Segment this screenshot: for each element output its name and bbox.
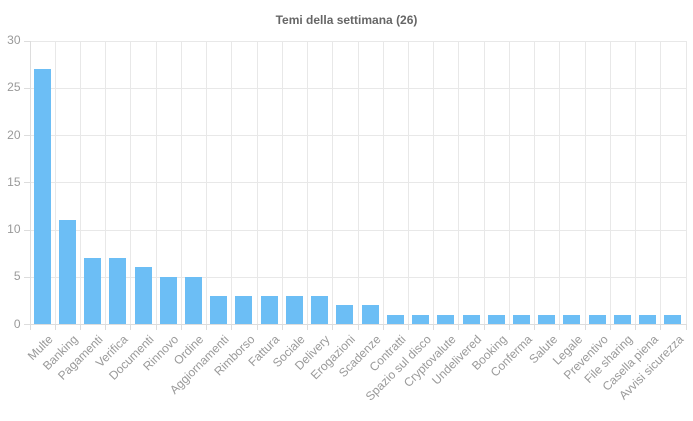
x-axis-tick <box>256 324 258 330</box>
x-axis-tick <box>508 324 510 330</box>
x-gridline <box>79 40 81 324</box>
bar-aggiornamenti[interactable] <box>210 295 228 324</box>
bar-casella-piena[interactable] <box>639 314 657 324</box>
bar-delivery[interactable] <box>311 295 329 324</box>
x-axis-tick <box>206 324 208 330</box>
bar-pagamenti[interactable] <box>84 257 102 324</box>
x-axis-tick <box>130 324 132 330</box>
x-gridline <box>180 40 182 324</box>
x-axis-tick <box>635 324 637 330</box>
x-gridline <box>433 40 435 324</box>
bar-booking[interactable] <box>487 314 505 324</box>
y-axis-tick <box>23 276 30 278</box>
x-axis-tick <box>29 324 31 330</box>
bar-undelivered[interactable] <box>462 314 480 324</box>
x-axis-tick <box>407 324 409 330</box>
x-axis-tick <box>105 324 107 330</box>
x-gridline <box>458 40 460 324</box>
x-gridline <box>382 40 384 324</box>
x-axis-tick <box>433 324 435 330</box>
x-gridline <box>685 40 687 324</box>
y-tick-label: 0 <box>13 316 21 331</box>
bar-preventivo[interactable] <box>588 314 606 324</box>
x-gridline <box>256 40 258 324</box>
x-gridline <box>508 40 510 324</box>
bar-erogazioni[interactable] <box>336 305 354 324</box>
y-tick-label: 25 <box>7 80 21 95</box>
x-gridline <box>155 40 157 324</box>
bar-scadenze[interactable] <box>361 305 379 324</box>
x-axis-tick <box>483 324 485 330</box>
bar-cryptovalute[interactable] <box>437 314 455 324</box>
y-tick-label: 15 <box>7 174 21 189</box>
x-gridline <box>483 40 485 324</box>
x-axis-tick <box>79 324 81 330</box>
y-tick-label: 10 <box>7 222 21 236</box>
x-gridline <box>231 40 233 324</box>
x-gridline <box>105 40 107 324</box>
x-axis-tick <box>180 324 182 330</box>
x-axis-tick <box>660 324 662 330</box>
x-gridline <box>130 40 132 324</box>
y-axis-tick <box>23 87 30 89</box>
bar-salute[interactable] <box>538 314 556 324</box>
bar-legale[interactable] <box>563 314 581 324</box>
x-axis-tick <box>231 324 233 330</box>
y-axis-tick <box>23 229 30 231</box>
bar-fattura[interactable] <box>260 295 278 324</box>
x-axis-tick <box>382 324 384 330</box>
x-axis-tick <box>534 324 536 330</box>
x-gridline <box>559 40 561 324</box>
bar-spazio-sul-disco[interactable] <box>412 314 430 324</box>
x-gridline <box>534 40 536 324</box>
bar-verifica[interactable] <box>109 257 127 324</box>
x-axis-tick <box>54 324 56 330</box>
bar-ordine[interactable] <box>185 276 202 324</box>
x-axis-tick <box>685 324 687 330</box>
bar-contratti[interactable] <box>386 314 404 324</box>
bar-banking[interactable] <box>58 220 76 324</box>
x-gridline <box>332 40 334 324</box>
y-tick-label: 30 <box>7 33 21 47</box>
x-axis-tick <box>307 324 309 330</box>
x-gridline <box>357 40 359 324</box>
bar-rimborso[interactable] <box>235 295 253 324</box>
x-axis-tick <box>559 324 561 330</box>
x-gridline <box>660 40 662 324</box>
x-axis-tick <box>609 324 611 330</box>
y-tick-label: 5 <box>13 269 21 284</box>
x-axis-tick <box>584 324 586 330</box>
bar-file-sharing[interactable] <box>613 314 631 324</box>
x-axis-tick <box>281 324 283 330</box>
x-axis-tick <box>357 324 359 330</box>
y-axis-line <box>29 40 31 324</box>
x-gridline <box>54 40 56 324</box>
y-axis-tick <box>23 182 30 184</box>
y-tick-label: 20 <box>7 127 21 142</box>
y-axis-tick <box>23 40 30 42</box>
x-gridline <box>281 40 283 324</box>
chart-title: Temi della settimana (26) <box>275 13 418 27</box>
x-gridline <box>584 40 586 324</box>
x-axis-tick <box>458 324 460 330</box>
bar-avvisi-sicurezza[interactable] <box>664 314 682 324</box>
x-gridline <box>206 40 208 324</box>
y-axis-tick <box>23 324 30 325</box>
bar-conferma[interactable] <box>513 314 530 324</box>
x-gridline <box>407 40 409 324</box>
bar-documenti[interactable] <box>134 267 152 324</box>
bar-multe[interactable] <box>33 68 51 324</box>
x-axis-tick <box>155 324 157 330</box>
y-axis-tick <box>23 135 30 136</box>
x-gridline <box>609 40 611 324</box>
x-axis-tick <box>332 324 334 330</box>
bar-sociale[interactable] <box>285 295 303 324</box>
x-gridline <box>307 40 309 324</box>
bar-rinnovo[interactable] <box>159 276 177 324</box>
x-gridline <box>635 40 637 324</box>
